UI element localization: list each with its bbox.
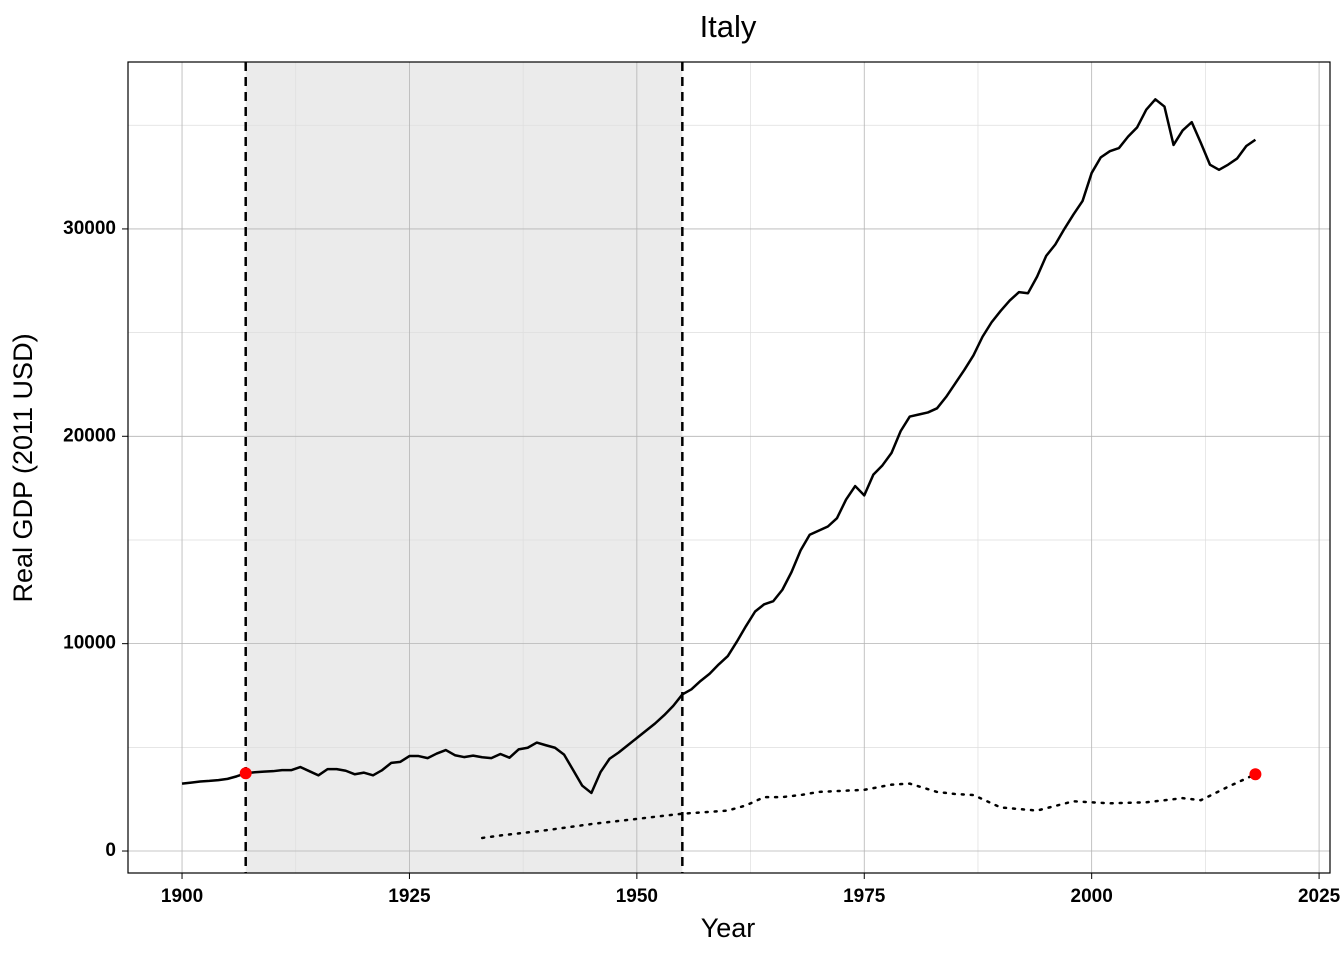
y-tick-label: 0	[105, 840, 116, 861]
data-line	[480, 773, 1257, 840]
y-tick-label: 10000	[63, 633, 116, 654]
x-tick-label: 2000	[1071, 886, 1113, 907]
shaded-period	[245, 62, 683, 873]
highlight-point	[239, 767, 252, 780]
plot-border	[127, 61, 1331, 874]
chart-title: Italy	[700, 9, 757, 44]
x-tick-label: 1900	[161, 886, 203, 907]
x-tick-label: 1950	[616, 886, 658, 907]
data-line	[181, 98, 1257, 795]
y-tick-label: 20000	[63, 425, 116, 446]
y-tick-label: 30000	[63, 218, 116, 239]
x-axis-label: Year	[701, 913, 756, 943]
x-tick-label: 1925	[388, 886, 431, 907]
highlight-point	[1249, 768, 1262, 781]
y-axis-label: Real GDP (2011 USD)	[8, 333, 38, 602]
x-tick-label: 2025	[1298, 886, 1341, 907]
x-tick-label: 1975	[843, 886, 886, 907]
